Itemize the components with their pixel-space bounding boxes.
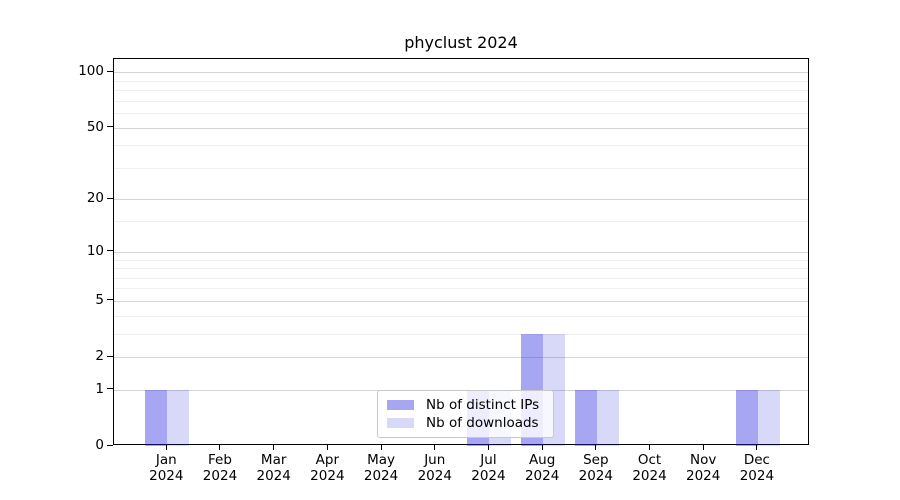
x-tick-year-oct: 2024 xyxy=(632,467,667,484)
plot-area xyxy=(113,58,809,446)
x-tick-label-oct: Oct 2024 xyxy=(619,452,681,484)
x-tick-label-sep: Sep 2024 xyxy=(565,452,627,484)
y-tick-label-1: 1 xyxy=(95,380,104,397)
gridline-major-10 xyxy=(114,251,808,253)
y-tick-50 xyxy=(107,126,113,128)
y-tick-0 xyxy=(107,444,113,446)
x-tick-apr xyxy=(326,445,328,450)
bar-jan-distinct-ips xyxy=(145,389,168,446)
gridline-major-5 xyxy=(114,300,808,302)
gridline-minor-15 xyxy=(114,221,808,223)
y-tick-20 xyxy=(107,197,113,199)
legend-swatch-distinct-ips xyxy=(387,399,414,410)
x-tick-label-mar: Mar 2024 xyxy=(243,452,305,484)
x-tick-jul xyxy=(487,445,489,450)
bar-dec-distinct-ips xyxy=(735,389,758,446)
gridline-minor-7 xyxy=(114,277,808,279)
x-tick-mar xyxy=(273,445,275,450)
x-tick-year-may: 2024 xyxy=(363,467,399,484)
x-tick-aug xyxy=(541,445,543,450)
x-tick-label-jan: Jan 2024 xyxy=(135,452,197,484)
x-tick-label-jul: Jul 2024 xyxy=(457,452,519,484)
x-tick-year-nov: 2024 xyxy=(686,467,721,484)
gridline-minor-3 xyxy=(114,333,808,335)
gridline-minor-70 xyxy=(114,100,808,102)
legend-label-downloads: Nb of downloads xyxy=(426,415,539,432)
legend-label-distinct-ips: Nb of distinct IPs xyxy=(426,396,540,413)
x-tick-year-feb: 2024 xyxy=(202,467,238,484)
gridline-minor-60 xyxy=(114,113,808,115)
x-tick-year-jul: 2024 xyxy=(471,467,506,484)
x-tick-jan xyxy=(165,445,167,450)
bar-sep-distinct-ips xyxy=(574,389,597,446)
x-tick-jun xyxy=(434,445,436,450)
x-tick-month-jun: Jun xyxy=(424,452,446,468)
y-tick-label-5: 5 xyxy=(95,291,104,308)
y-tick-10 xyxy=(107,250,113,252)
x-tick-year-dec: 2024 xyxy=(739,467,775,484)
gridline-major-2 xyxy=(114,357,808,359)
x-tick-year-sep: 2024 xyxy=(578,467,613,484)
gridline-minor-6 xyxy=(114,288,808,290)
y-tick-label-10: 10 xyxy=(86,242,104,259)
x-tick-label-feb: Feb 2024 xyxy=(189,452,251,484)
x-tick-dec xyxy=(756,445,758,450)
x-tick-month-oct: Oct xyxy=(637,452,662,468)
bar-dec-downloads xyxy=(757,389,780,446)
x-tick-month-jul: Jul xyxy=(480,452,497,468)
x-tick-month-apr: Apr xyxy=(315,452,340,468)
chart-title: phyclust 2024 xyxy=(404,33,518,52)
gridline-minor-80 xyxy=(114,90,808,92)
y-tick-1 xyxy=(107,388,113,390)
x-tick-month-dec: Dec xyxy=(743,452,770,468)
gridline-minor-30 xyxy=(114,167,808,169)
gridline-minor-8 xyxy=(114,268,808,270)
x-tick-month-feb: Feb xyxy=(208,452,232,468)
x-tick-label-aug: Aug 2024 xyxy=(511,452,573,484)
bar-sep-downloads xyxy=(596,389,619,446)
x-tick-label-dec: Dec 2024 xyxy=(726,452,788,484)
legend-item-distinct-ips: Nb of distinct IPs xyxy=(387,397,544,413)
gridline-major-20 xyxy=(114,199,808,201)
x-tick-month-may: May xyxy=(367,452,395,468)
legend-item-downloads: Nb of downloads xyxy=(387,415,544,431)
x-tick-oct xyxy=(649,445,650,450)
x-tick-year-apr: 2024 xyxy=(310,467,345,484)
gridline-major-50 xyxy=(114,127,808,129)
gridline-minor-90 xyxy=(114,80,808,82)
gridline-minor-4 xyxy=(114,315,808,317)
x-tick-year-mar: 2024 xyxy=(256,467,291,484)
y-tick-2 xyxy=(107,355,113,357)
x-tick-year-jan: 2024 xyxy=(149,467,184,484)
gridline-minor-40 xyxy=(114,145,808,147)
gridline-major-100 xyxy=(114,72,808,74)
x-tick-label-nov: Nov 2024 xyxy=(672,452,734,484)
x-tick-year-jun: 2024 xyxy=(417,467,452,484)
x-tick-label-may: May 2024 xyxy=(350,452,412,484)
x-tick-month-aug: Aug xyxy=(528,452,556,468)
x-tick-label-jun: Jun 2024 xyxy=(404,452,466,484)
x-tick-month-nov: Nov xyxy=(690,452,717,468)
gridline-minor-9 xyxy=(114,259,808,261)
bar-jan-downloads xyxy=(167,389,190,446)
x-tick-feb xyxy=(219,445,221,450)
y-tick-label-0: 0 xyxy=(95,437,104,453)
y-tick-label-100: 100 xyxy=(78,63,104,80)
legend: Nb of distinct IPs Nb of downloads xyxy=(377,390,554,438)
x-tick-may xyxy=(380,445,382,450)
x-tick-month-sep: Sep xyxy=(583,452,609,468)
y-tick-label-2: 2 xyxy=(95,348,104,365)
x-tick-month-jan: Jan xyxy=(155,452,177,468)
legend-swatch-downloads xyxy=(387,418,414,429)
x-tick-label-apr: Apr 2024 xyxy=(296,452,358,484)
x-tick-year-aug: 2024 xyxy=(524,467,560,484)
x-tick-sep xyxy=(595,445,597,450)
y-tick-5 xyxy=(107,299,113,301)
y-tick-label-50: 50 xyxy=(86,118,104,135)
y-tick-100 xyxy=(107,70,113,72)
y-tick-label-20: 20 xyxy=(86,190,104,207)
x-tick-nov xyxy=(702,445,704,450)
x-tick-month-mar: Mar xyxy=(260,452,287,468)
